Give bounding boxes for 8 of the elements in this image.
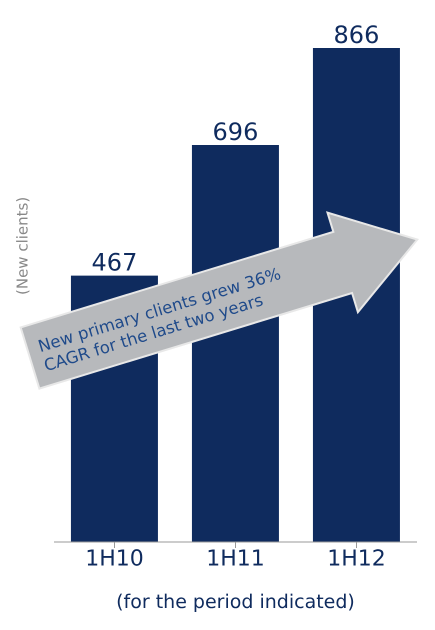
x-tick-label: 1H10 xyxy=(85,546,144,572)
x-axis-title: (for the period indicated) xyxy=(116,591,355,613)
data-label: 866 xyxy=(334,21,380,49)
x-tick-label: 1H11 xyxy=(206,546,265,572)
y-axis-title: (New clients) xyxy=(13,196,32,295)
x-tick-label: 1H12 xyxy=(327,546,386,572)
data-label: 696 xyxy=(212,118,258,146)
data-label: 467 xyxy=(92,248,138,277)
